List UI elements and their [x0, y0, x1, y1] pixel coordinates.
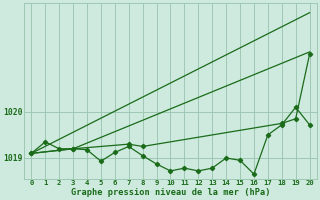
X-axis label: Graphe pression niveau de la mer (hPa): Graphe pression niveau de la mer (hPa): [71, 188, 270, 197]
